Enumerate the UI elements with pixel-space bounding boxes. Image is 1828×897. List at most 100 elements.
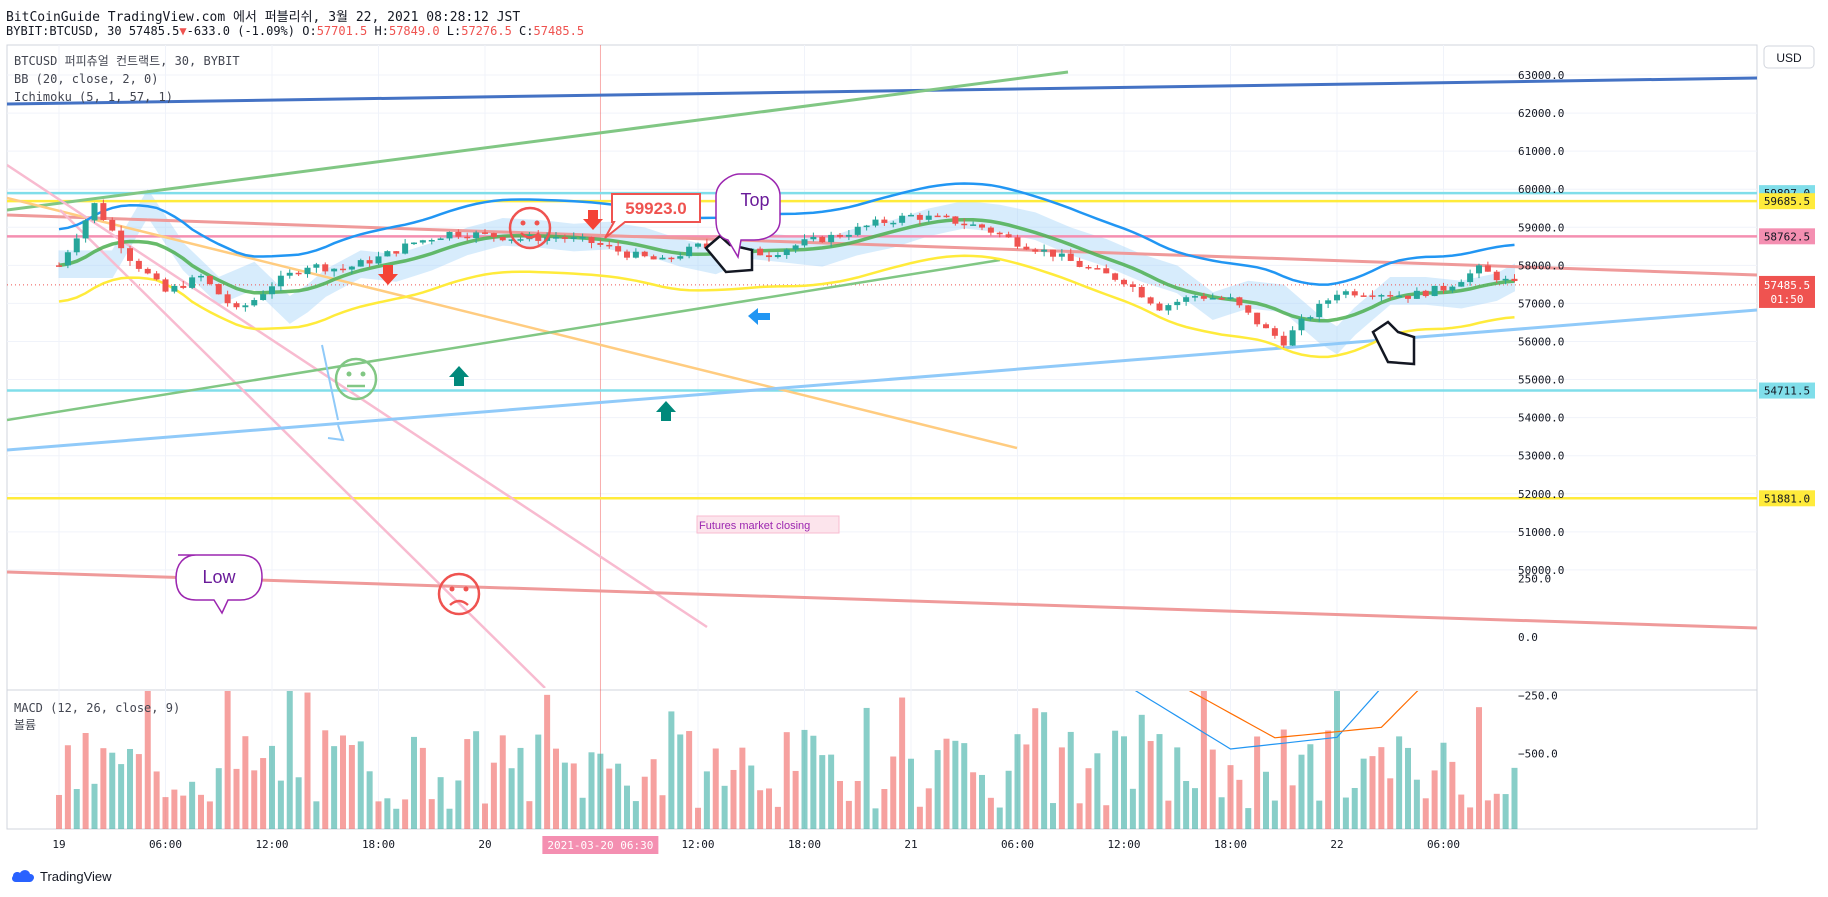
- volume-bar: [677, 734, 684, 829]
- trend-line: [7, 308, 1757, 452]
- price-callout: 59923.0: [604, 193, 701, 239]
- volume-bar: [1112, 730, 1119, 829]
- volume-bar: [872, 808, 879, 829]
- candle: [1200, 296, 1207, 299]
- candle: [455, 231, 462, 237]
- volume-bar: [1476, 707, 1482, 829]
- volume-bar: [1138, 714, 1145, 829]
- volume-bar: [411, 736, 417, 829]
- candle: [1413, 290, 1420, 299]
- volume-bar: [641, 776, 648, 829]
- brand-label: TradingView: [40, 868, 112, 884]
- legend-bb: BB (20, close, 2, 0): [14, 72, 159, 86]
- candle: [881, 219, 888, 223]
- volume-bar: [703, 771, 710, 829]
- volume-bar: [659, 795, 666, 829]
- volume-bar: [748, 765, 755, 829]
- candle: [579, 236, 586, 239]
- volume-bar: [845, 800, 852, 829]
- candle: [269, 286, 275, 295]
- candle: [561, 237, 568, 239]
- candle: [402, 243, 409, 254]
- volume-bar: [198, 794, 204, 829]
- time-tick-label: 06:00: [1001, 838, 1034, 851]
- volume-bar: [517, 747, 524, 829]
- candle: [1076, 260, 1083, 267]
- volume-bar: [322, 730, 329, 829]
- time-tick-label: 18:00: [1214, 838, 1247, 851]
- symbol: BYBIT:BTCUSD, 30: [6, 24, 122, 38]
- candle: [899, 215, 906, 223]
- candle: [1050, 249, 1056, 257]
- tradingview-logo[interactable]: TradingView: [10, 868, 112, 884]
- candle: [1484, 265, 1491, 272]
- candle: [1360, 295, 1367, 297]
- volume-bar: [979, 774, 985, 829]
- time-tick-label: 22: [1330, 838, 1343, 851]
- volume-bar: [215, 768, 222, 829]
- volume-bar: [1254, 736, 1261, 829]
- candle: [535, 234, 542, 241]
- candle: [1467, 273, 1474, 283]
- volume-bar: [1342, 797, 1349, 829]
- candle: [82, 220, 89, 239]
- volume-bar: [1236, 779, 1243, 829]
- volume-bar: [1005, 770, 1012, 829]
- svg-text:Top: Top: [740, 190, 769, 210]
- time-tick-label: 12:00: [1107, 838, 1140, 851]
- candle: [1156, 303, 1163, 311]
- candle: [260, 294, 267, 301]
- candle: [615, 246, 622, 252]
- candle: [792, 245, 799, 250]
- candle: [943, 215, 950, 218]
- volume-bar: [1307, 744, 1314, 829]
- volume-bar: [1422, 798, 1429, 829]
- volume-bar: [490, 762, 497, 829]
- volume-bar: [1360, 758, 1367, 829]
- low-label: L:: [446, 24, 462, 38]
- volume-bar: [597, 753, 604, 829]
- macd-line: [1134, 691, 1380, 750]
- volume-bar: [56, 794, 62, 829]
- volume-bar: [1121, 736, 1127, 829]
- legend-macd: MACD (12, 26, close, 9): [14, 701, 180, 715]
- volume-bar: [446, 808, 453, 829]
- volume-bar: [1129, 788, 1136, 829]
- volume-bar: [1484, 800, 1491, 829]
- volume-bar: [1085, 768, 1092, 829]
- candle: [837, 234, 843, 237]
- candle: [180, 285, 187, 288]
- candle: [553, 237, 559, 239]
- volume-bar: [1192, 788, 1198, 829]
- volume-bar: [508, 768, 515, 829]
- currency-button[interactable]: USD: [1763, 45, 1815, 69]
- candle: [1183, 297, 1190, 302]
- volume-bar: [1174, 747, 1181, 829]
- candle: [277, 275, 284, 287]
- volume-bar: [774, 806, 781, 829]
- candle: [952, 216, 959, 224]
- price-tick-label: 62000.0: [1518, 107, 1564, 120]
- candle: [1218, 298, 1225, 300]
- arrow-up-icon: [449, 366, 469, 386]
- candle: [863, 225, 870, 228]
- volume-bar: [313, 801, 320, 829]
- candle: [393, 251, 400, 254]
- price-line-badge: [1759, 490, 1815, 507]
- macd-tick-label: 0.0: [1518, 631, 1538, 644]
- time-tick-label: 12:00: [255, 838, 288, 851]
- last-price: 57485.5: [128, 24, 180, 38]
- volume-bar: [1467, 807, 1474, 829]
- candle: [1405, 295, 1411, 299]
- candle: [961, 223, 968, 226]
- volume-bar: [1067, 731, 1074, 829]
- candle: [171, 285, 178, 292]
- candle: [1298, 318, 1305, 331]
- price-line-label: 51881.0: [1764, 492, 1810, 505]
- price-axis: 50000.0 51000.0 52000.0 53000.0 54000.0 55000…: [1518, 69, 1815, 761]
- volume-bar: [428, 799, 435, 829]
- face-eye-icon: [346, 371, 352, 377]
- volume-bar: [801, 729, 808, 829]
- volume-bar: [269, 745, 275, 829]
